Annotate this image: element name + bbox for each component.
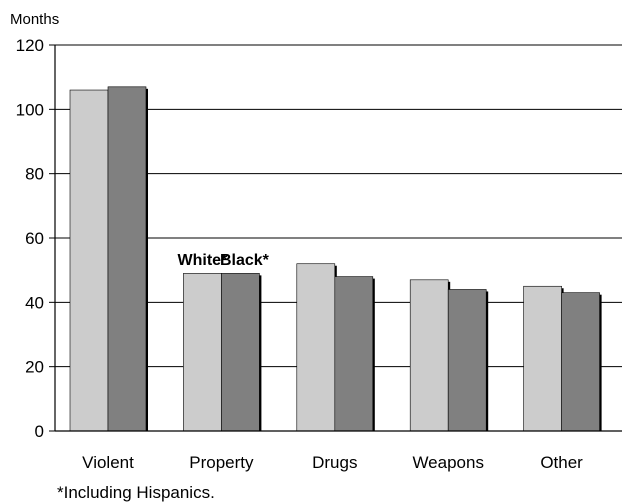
- x-category-label: Weapons: [412, 453, 484, 472]
- x-axis-categories: Violent Property Drugs Weapons Other: [82, 453, 583, 472]
- bar-violent-black: [107, 86, 147, 432]
- bar-drugs-black: [334, 276, 374, 432]
- y-axis-unit-label: Months: [10, 11, 59, 28]
- axes: [54, 45, 622, 432]
- y-tick-label: 80: [25, 165, 44, 184]
- bar-weapons-black: [447, 289, 487, 432]
- bar-other-white: [523, 285, 562, 432]
- x-category-label: Violent: [82, 453, 134, 472]
- y-tick-label: 120: [16, 36, 44, 55]
- bar-property-white: [183, 273, 222, 432]
- x-category-label: Other: [540, 453, 583, 472]
- x-category-label: Drugs: [312, 453, 357, 472]
- y-tick-label: 60: [25, 229, 44, 248]
- y-tick-label: 20: [25, 358, 44, 377]
- x-category-label: Property: [189, 453, 254, 472]
- y-tick-label: 0: [35, 422, 44, 441]
- bar-other-black: [561, 292, 600, 432]
- y-axis-ticks: 0 20 40 60 80 100 120: [16, 36, 55, 441]
- bar-drugs-white: [296, 263, 336, 432]
- bar-property-black: [221, 273, 260, 432]
- bar-violent-white: [69, 89, 109, 432]
- legend: White*Black*: [178, 252, 270, 269]
- bars: [69, 86, 602, 432]
- legend-label-white: White*: [178, 252, 229, 269]
- bar-weapons-white: [409, 279, 449, 432]
- footnote: *Including Hispanics.: [57, 483, 215, 502]
- y-tick-label: 100: [16, 100, 44, 119]
- y-tick-label: 40: [25, 293, 44, 312]
- legend-label-black: Black*: [220, 252, 270, 269]
